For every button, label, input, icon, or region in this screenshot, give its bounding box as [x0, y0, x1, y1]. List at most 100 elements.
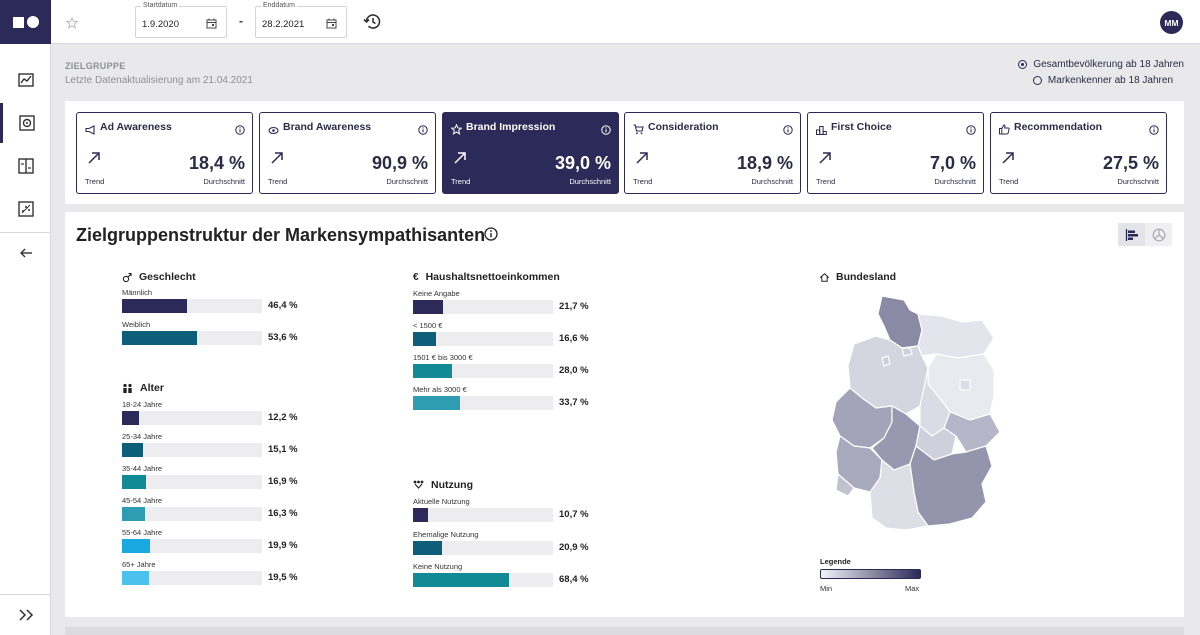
people-icon	[123, 383, 132, 393]
info-icon[interactable]	[783, 122, 793, 140]
end-date-field[interactable]: Enddatum 28.2.2021	[255, 2, 347, 38]
expand-sidebar-icon[interactable]	[0, 595, 51, 635]
nutzung-bar-item: Ehemalige Nutzung 20,9 %	[413, 530, 603, 560]
kpi-card-recommendation[interactable]: Recommendation 27,5 % Trend Durchschnitt	[990, 112, 1167, 194]
kpi-title: First Choice	[831, 121, 892, 133]
nav-divider-bottom	[0, 594, 51, 595]
podium-icon	[816, 122, 827, 140]
state-saarland	[835, 472, 855, 497]
radio-label: Gesamtbevölkerung ab 18 Jahren	[1033, 59, 1184, 70]
nav-trend-chart-icon[interactable]	[0, 60, 51, 100]
kpi-value: 7,0 %	[929, 153, 976, 173]
bar-fill	[413, 508, 428, 522]
bar-value: 33,7 %	[559, 397, 589, 408]
bar-fill	[413, 396, 461, 410]
kpi-card-brand-awareness[interactable]: Brand Awareness 90,9 % Trend Durchschnit…	[259, 112, 436, 194]
bar-value: 68,4 %	[559, 574, 589, 585]
megaphone-icon	[85, 122, 96, 140]
kpi-avg-label: Durchschnitt	[934, 177, 976, 186]
kpi-trend-label: Trend	[268, 177, 288, 186]
history-icon[interactable]	[363, 13, 381, 35]
alter-title: Alter	[140, 382, 164, 394]
bar-track	[413, 396, 553, 410]
calendar-icon[interactable]	[206, 16, 217, 34]
geschlecht-section-title: Geschlecht	[122, 271, 196, 283]
start-date-value: 1.9.2020	[142, 19, 179, 30]
favorite-star-icon[interactable]	[65, 16, 79, 34]
bar-fill	[413, 300, 444, 314]
view-toggle	[1118, 223, 1172, 246]
pie-view-icon[interactable]	[1145, 223, 1172, 246]
einkommen-bar-item: 1501 € bis 3000 € 28,0 %	[413, 353, 603, 383]
kpi-strip: Ad Awareness 18,4 % Trend Durchschnitt B…	[65, 101, 1184, 204]
einkommen-bar-item: Keine Angabe 21,7 %	[413, 289, 603, 319]
einkommen-bar-item: Mehr als 3000 € 33,7 %	[413, 385, 603, 415]
kpi-trend-label: Trend	[999, 177, 1019, 186]
kpi-card-first-choice[interactable]: First Choice 7,0 % Trend Durchschnitt	[807, 112, 984, 194]
alter-bar-item: 45-54 Jahre 16,3 %	[122, 496, 312, 526]
next-section-strip	[65, 627, 1184, 635]
bar-value: 20,9 %	[559, 541, 589, 553]
nav-scatter-icon[interactable]	[0, 189, 51, 229]
bar-fill	[122, 443, 144, 457]
bar-value: 15,1 %	[268, 444, 298, 455]
info-icon[interactable]	[418, 122, 428, 140]
info-icon[interactable]	[601, 122, 611, 140]
back-arrow-icon[interactable]	[0, 233, 51, 273]
nutzung-section-title: Nutzung	[413, 479, 473, 491]
user-avatar[interactable]: MM	[1160, 11, 1183, 34]
radio-brand-knowers[interactable]: Markenkenner ab 18 Jahren	[1032, 75, 1173, 86]
trend-up-arrow-icon	[87, 151, 101, 170]
bar-view-icon[interactable]	[1118, 223, 1145, 246]
bar-fill	[122, 507, 145, 521]
kpi-card-brand-impression[interactable]: Brand Impression 39,0 % Trend Durchschni…	[442, 112, 619, 194]
nav-compare-icon[interactable]	[0, 146, 51, 186]
bar-value: 28,0 %	[559, 365, 589, 376]
kpi-value: 18,4 %	[188, 153, 245, 173]
radio-population-all[interactable]: Gesamtbevölkerung ab 18 Jahren	[1018, 59, 1184, 70]
kpi-title: Recommendation	[1014, 121, 1103, 133]
app-logo[interactable]	[0, 0, 51, 44]
end-date-value: 28.2.2021	[262, 19, 305, 30]
kpi-value: 18,9 %	[736, 153, 793, 173]
start-date-field[interactable]: Startdatum 1.9.2020	[135, 2, 227, 38]
state-hamburg	[901, 347, 913, 357]
bar-fill	[413, 573, 509, 587]
nutzung-bar-item: Aktuelle Nutzung 10,7 %	[413, 497, 603, 527]
state-baden-wuerttemberg	[869, 458, 930, 531]
radio-label: Markenkenner ab 18 Jahren	[1047, 75, 1173, 86]
alter-bar-item: 25-34 Jahre 15,1 %	[122, 432, 312, 462]
kpi-card-ad-awareness[interactable]: Ad Awareness 18,4 % Trend Durchschnitt	[76, 112, 253, 194]
radio-selected-icon[interactable]	[1018, 60, 1028, 69]
state-berlin	[959, 379, 971, 391]
nav-target-group-icon[interactable]	[0, 103, 51, 143]
bar-track	[122, 331, 262, 345]
bar-label: Mehr als 3000 €	[413, 385, 467, 394]
bar-track	[413, 508, 553, 522]
legend-min: Min	[820, 584, 833, 593]
info-icon[interactable]	[235, 122, 245, 140]
info-icon[interactable]	[484, 227, 498, 246]
legend-gradient	[820, 569, 921, 579]
bar-track	[413, 573, 553, 587]
topbar: Startdatum 1.9.2020 - Enddatum 28.2.2021…	[51, 0, 1200, 44]
bar-track	[122, 539, 262, 553]
bar-track	[122, 507, 262, 521]
thumbs-up-icon	[999, 122, 1010, 140]
kpi-card-consideration[interactable]: Consideration 18,9 % Trend Durchschnitt	[624, 112, 801, 194]
radio-unselected-icon[interactable]	[1032, 76, 1042, 85]
calendar-icon[interactable]	[326, 16, 337, 34]
trend-up-arrow-icon	[270, 151, 284, 170]
info-icon[interactable]	[1149, 122, 1159, 140]
bar-label: 35-44 Jahre	[122, 464, 163, 473]
info-icon[interactable]	[966, 122, 976, 140]
nutzung-bar-item: Keine Nutzung 68,4 %	[413, 562, 603, 592]
nav-divider	[0, 232, 51, 233]
state-mecklenburg-vorpommern	[917, 313, 995, 359]
germany-map[interactable]	[832, 296, 1007, 531]
kpi-title: Brand Impression	[466, 121, 556, 133]
kpi-value: 39,0 %	[554, 153, 611, 173]
kpi-avg-label: Durchschnitt	[751, 177, 793, 186]
trend-up-arrow-icon	[453, 151, 467, 170]
bar-track	[413, 332, 553, 346]
